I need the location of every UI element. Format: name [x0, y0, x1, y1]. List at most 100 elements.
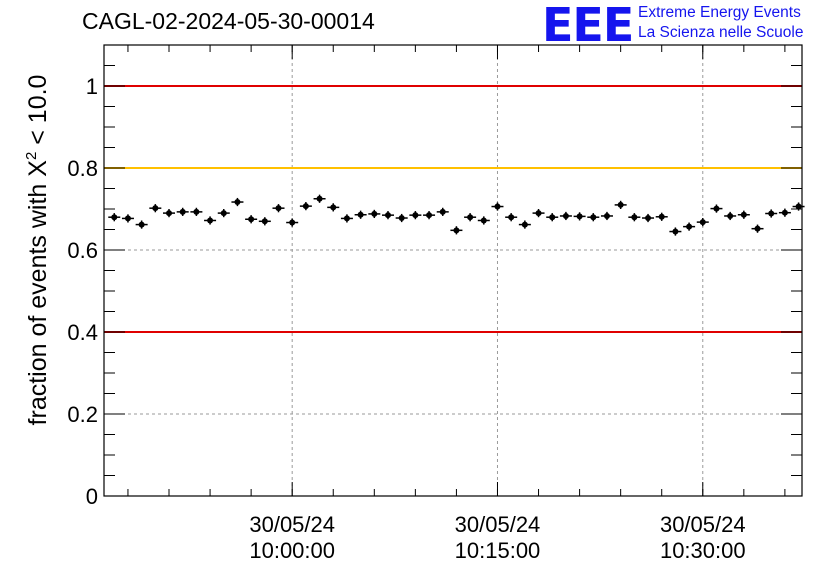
data-point	[163, 209, 176, 218]
x-tick-label-time: 10:00:00	[249, 538, 335, 563]
point-marker	[343, 215, 350, 222]
data-point	[258, 217, 271, 226]
point-marker	[754, 225, 761, 232]
point-marker	[371, 210, 378, 217]
y-axis-label-suffix: < 10.0	[24, 74, 52, 152]
point-marker	[576, 213, 583, 220]
point-marker	[795, 203, 802, 210]
data-point	[409, 211, 422, 220]
point-marker	[768, 210, 775, 217]
x-tick-label-date: 30/05/24	[660, 512, 746, 537]
data-point	[710, 204, 723, 213]
point-marker	[645, 215, 652, 222]
point-marker	[289, 219, 296, 226]
point-marker	[699, 219, 706, 226]
y-tick-labels: 0 0.2 0.4 0.6 0.8 1	[67, 74, 98, 509]
point-marker	[603, 212, 610, 219]
x-tick-label-date: 30/05/24	[249, 512, 335, 537]
y-tick-label: 0.6	[67, 238, 98, 263]
point-marker	[193, 208, 200, 215]
data-point	[231, 197, 244, 207]
data-point	[217, 209, 230, 218]
data-point	[778, 208, 791, 217]
data-point	[655, 212, 668, 221]
grid-lines	[104, 45, 802, 496]
y-axis-label-prefix: fraction of events with Χ	[24, 160, 52, 426]
data-point	[395, 213, 408, 223]
eee-logo: EEE Extreme Energy Events La Scienza nel…	[542, 0, 832, 52]
data-point	[423, 211, 436, 220]
data-point	[546, 213, 559, 222]
data-point	[573, 212, 586, 221]
point-marker	[672, 228, 679, 235]
data-point	[121, 214, 134, 223]
point-marker	[686, 223, 693, 230]
point-marker	[412, 212, 419, 219]
data-point	[204, 216, 217, 225]
point-marker	[590, 214, 597, 221]
point-marker	[740, 211, 747, 218]
data-point	[600, 211, 613, 221]
point-marker	[549, 214, 556, 221]
point-marker	[508, 214, 515, 221]
point-marker	[220, 210, 227, 217]
data-point	[327, 203, 340, 212]
data-point	[724, 211, 737, 221]
point-marker	[562, 212, 569, 219]
point-marker	[439, 208, 446, 215]
data-markers	[108, 194, 805, 236]
point-marker	[480, 217, 487, 224]
data-point	[642, 213, 655, 223]
data-point	[518, 220, 531, 229]
y-tick-label: 0.8	[67, 156, 98, 181]
data-point	[340, 214, 353, 223]
data-point	[491, 202, 504, 211]
data-point	[108, 213, 121, 222]
point-marker	[398, 215, 405, 222]
point-marker	[316, 195, 323, 202]
reference-lines	[104, 85, 802, 333]
y-tick-label: 1	[86, 74, 98, 99]
y-tick-label: 0.2	[67, 402, 98, 427]
y-tick-label: 0	[86, 484, 98, 509]
data-point	[477, 216, 490, 225]
data-point	[149, 204, 162, 213]
y-tick-label: 0.4	[67, 320, 98, 345]
point-marker	[494, 203, 501, 210]
point-marker	[330, 204, 337, 211]
data-point	[683, 222, 696, 231]
data-point	[450, 226, 463, 235]
data-point	[559, 211, 572, 221]
point-marker	[453, 227, 460, 234]
data-point	[135, 220, 148, 229]
data-point	[286, 218, 299, 227]
x-tick-label-time: 10:30:00	[660, 538, 746, 563]
data-point	[751, 224, 764, 233]
chart-title: CAGL-02-2024-05-30-00014	[82, 8, 375, 34]
point-marker	[617, 201, 624, 208]
point-marker	[207, 217, 214, 224]
data-point	[190, 207, 203, 216]
data-point	[669, 227, 682, 236]
logo-mark: EEE	[542, 0, 634, 52]
point-marker	[357, 211, 364, 218]
point-marker	[248, 216, 255, 223]
point-marker	[166, 210, 173, 217]
axis-ticks	[104, 44, 802, 497]
data-point	[696, 218, 709, 227]
point-marker	[727, 212, 734, 219]
point-marker	[261, 218, 268, 225]
point-marker	[302, 203, 309, 210]
data-point	[532, 209, 545, 218]
data-point	[765, 209, 778, 218]
point-marker	[111, 214, 118, 221]
x-tick-label-time: 10:15:00	[455, 538, 541, 563]
y-axis-label-superscript: 2	[23, 151, 40, 161]
point-marker	[234, 199, 241, 206]
data-point	[176, 207, 189, 216]
point-marker	[275, 205, 282, 212]
point-marker	[535, 210, 542, 217]
point-marker	[658, 213, 665, 220]
data-point	[354, 210, 367, 219]
